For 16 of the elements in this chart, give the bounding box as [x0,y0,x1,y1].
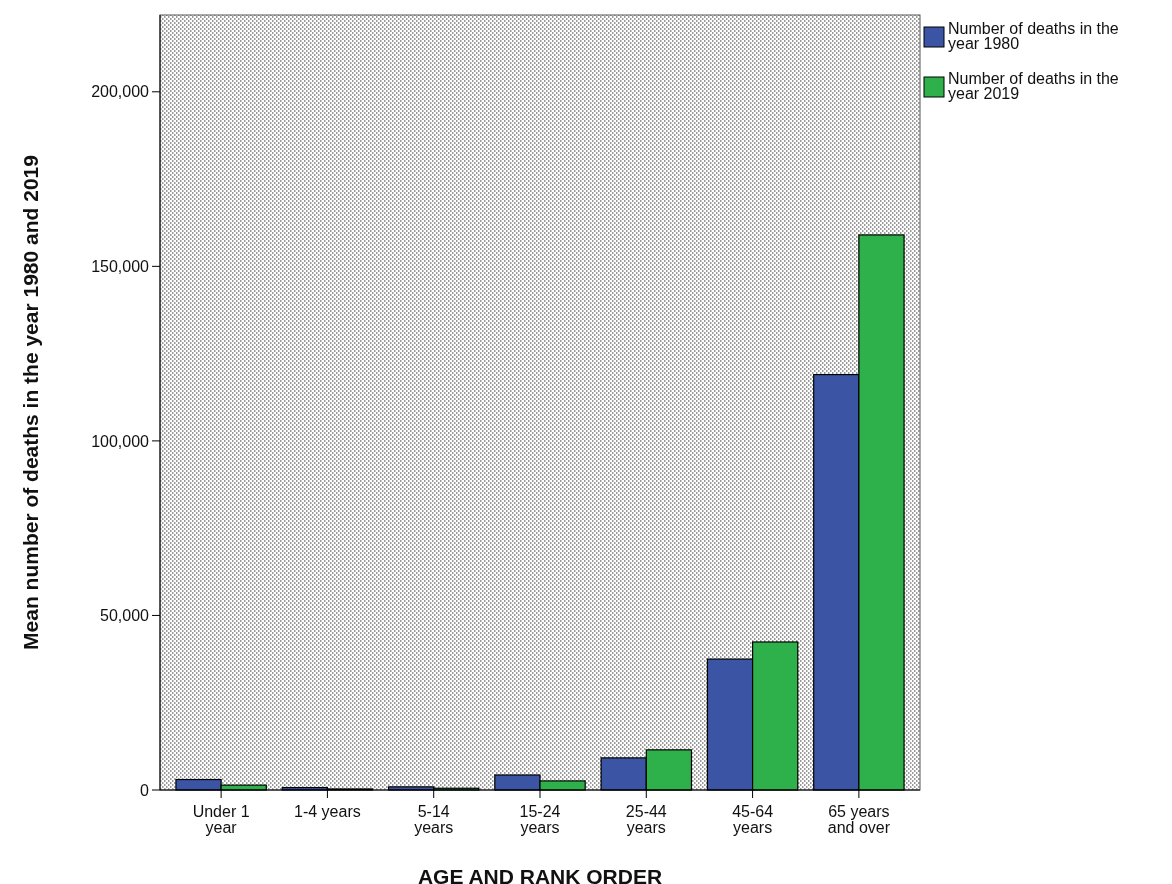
y-axis-title: Mean number of deaths in the year 1980 and 2019 [19,155,42,650]
x-tick-label: 25-44 years [625,803,667,836]
x-tick-label: 5-14 years [414,803,454,836]
y-tick-label: 0 [140,781,150,799]
x-axis-title: AGE AND RANK ORDER [417,865,663,884]
y-tick-label: 200,000 [91,83,150,101]
x-tick-label: 1-4 years [294,803,361,820]
y-tick-label: 150,000 [91,257,150,275]
y-tick-label: 50,000 [100,607,150,625]
legend-label: Number of deaths in the year 1980 [948,20,1119,52]
x-tick-label: 45-64 years [732,803,774,836]
legend-label: Number of deaths in the year 2019 [948,70,1119,102]
x-tick-label: Under 1 year [192,803,250,836]
x-tick-label: 15-24 years [519,803,561,836]
x-tick-label: 65 years and over [827,803,891,836]
y-tick-label: 100,000 [91,432,150,450]
